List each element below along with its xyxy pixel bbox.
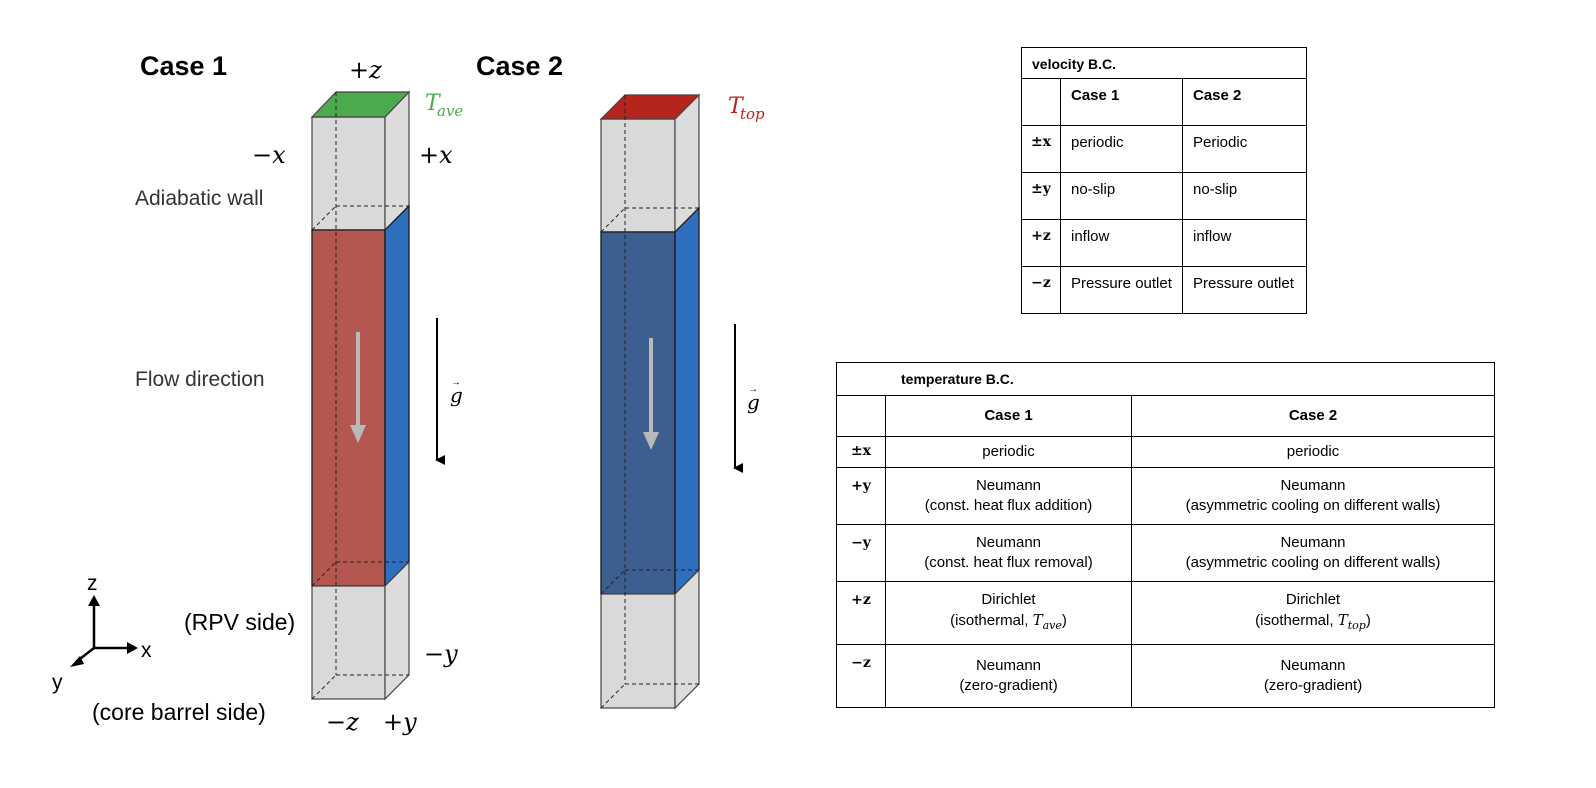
case1-gravity-label: g → — [450, 377, 463, 407]
table-cell: Periodic — [1182, 125, 1307, 173]
table-cell: periodic — [1060, 125, 1183, 173]
label-minus-y: −y — [424, 640, 458, 668]
table-cell: Neumann (zero-gradient) — [885, 644, 1132, 708]
label-adiabatic-wall: Adiabatic wall — [135, 187, 263, 210]
table-row: +y Neumann (const. heat flux addition) N… — [836, 467, 1495, 525]
case1-lower-front-face — [311, 585, 386, 700]
table-header-cell: Case 2 — [1131, 395, 1495, 437]
table-cell: Neumann (const. heat flux addition) — [885, 467, 1132, 525]
case2-upper-front-face — [600, 118, 676, 233]
table-header-cell: Case 1 — [885, 395, 1132, 437]
label-minus-x: −x — [252, 141, 286, 169]
svg-text:top: top — [740, 105, 765, 123]
face-cell: ±y — [1021, 172, 1061, 220]
svg-text:ave: ave — [437, 102, 463, 120]
case1-heated-front-face — [311, 229, 386, 587]
table-row: −y Neumann (const. heat flux removal) Ne… — [836, 524, 1495, 582]
case1-top-temperature-label: T ave — [425, 91, 463, 120]
table-cell: Neumann (asymmetric cooling on different… — [1131, 524, 1495, 582]
case1-column — [310, 90, 411, 701]
table-cell: periodic — [1131, 436, 1495, 468]
table-cell: Neumann (asymmetric cooling on different… — [1131, 467, 1495, 525]
case2-top-temperature-label: T top — [728, 94, 765, 123]
case2-middle-side-face — [674, 206, 700, 596]
table-cell: Neumann (zero-gradient) — [1131, 644, 1495, 708]
label-plus-y: +y — [383, 708, 417, 736]
svg-text:g: g — [450, 383, 463, 407]
table-row: −z Neumann (zero-gradient) Neumann (zero… — [836, 644, 1495, 708]
temperature-bc-table: temperature B.C. Case 1 Case 2 ±x period… — [836, 362, 1495, 708]
axis-y-label: y — [52, 671, 63, 694]
table-row: −z Pressure outlet Pressure outlet — [1021, 266, 1307, 314]
table-cell: no-slip — [1182, 172, 1307, 220]
coordinate-axes: z x y — [52, 572, 152, 694]
case2-title: Case 2 — [476, 51, 563, 81]
label-plus-z: +z — [349, 56, 382, 84]
table-row: ±x periodic Periodic — [1021, 125, 1307, 173]
case1-upper-front-face — [311, 116, 386, 231]
axis-x-label: x — [141, 639, 152, 662]
case1-heated-side-face — [384, 204, 410, 588]
label-core-barrel-side: (core barrel side) — [92, 699, 266, 725]
table-cell: periodic — [885, 436, 1132, 468]
table-header-cell — [1021, 78, 1061, 126]
face-cell: ±x — [836, 436, 886, 468]
face-cell: −z — [1021, 266, 1061, 314]
case1-flow-arrow — [350, 332, 366, 443]
label-flow-direction: Flow direction — [135, 368, 265, 391]
case2-gravity-label: g → — [747, 384, 760, 414]
table-cell: inflow — [1060, 219, 1183, 267]
label-rpv-side: (RPV side) — [184, 609, 295, 635]
table-cell: Dirichlet (isothermal, Ttop) — [1131, 581, 1495, 645]
svg-text:T: T — [425, 91, 442, 116]
table-cell: no-slip — [1060, 172, 1183, 220]
case2-lower-front-face — [600, 593, 676, 709]
table-row: ±x periodic periodic — [836, 436, 1495, 468]
velocity-table-title: velocity B.C. — [1021, 47, 1307, 79]
label-minus-z: −z — [326, 708, 359, 736]
case2-flow-arrow — [643, 338, 659, 450]
case2-middle-front-face — [600, 231, 676, 595]
velocity-bc-table: velocity B.C. Case 1 Case 2 ±x periodic … — [1021, 47, 1307, 314]
face-cell: +z — [1021, 219, 1061, 267]
table-cell: Pressure outlet — [1060, 266, 1183, 314]
table-row: ±y no-slip no-slip — [1021, 172, 1307, 220]
face-cell: −z — [836, 644, 886, 708]
table-header-cell: Case 1 — [1060, 78, 1183, 126]
case1-title: Case 1 — [140, 51, 227, 81]
table-cell: Dirichlet (isothermal, Tave) — [885, 581, 1132, 645]
axis-z-label: z — [87, 572, 98, 595]
temperature-table-title: temperature B.C. — [836, 362, 1495, 396]
label-plus-x: +x — [419, 141, 453, 169]
svg-text:→: → — [451, 377, 461, 388]
case1-lower-side-face — [384, 560, 410, 701]
table-header-cell — [836, 395, 886, 437]
svg-text:g: g — [747, 390, 760, 414]
table-row: +z Dirichlet (isothermal, Tave) Dirichle… — [836, 581, 1495, 645]
face-cell: ±x — [1021, 125, 1061, 173]
table-cell: Pressure outlet — [1182, 266, 1307, 314]
table-header-cell: Case 2 — [1182, 78, 1307, 126]
case2-lower-side-face — [674, 568, 700, 710]
svg-text:T: T — [728, 94, 745, 119]
svg-text:→: → — [748, 384, 758, 395]
face-cell: −y — [836, 524, 886, 582]
table-cell: inflow — [1182, 219, 1307, 267]
table-cell: Neumann (const. heat flux removal) — [885, 524, 1132, 582]
face-cell: +y — [836, 467, 886, 525]
case2-column — [599, 93, 701, 710]
case1-top-face — [310, 91, 411, 118]
face-cell: +z — [836, 581, 886, 645]
table-row: +z inflow inflow — [1021, 219, 1307, 267]
